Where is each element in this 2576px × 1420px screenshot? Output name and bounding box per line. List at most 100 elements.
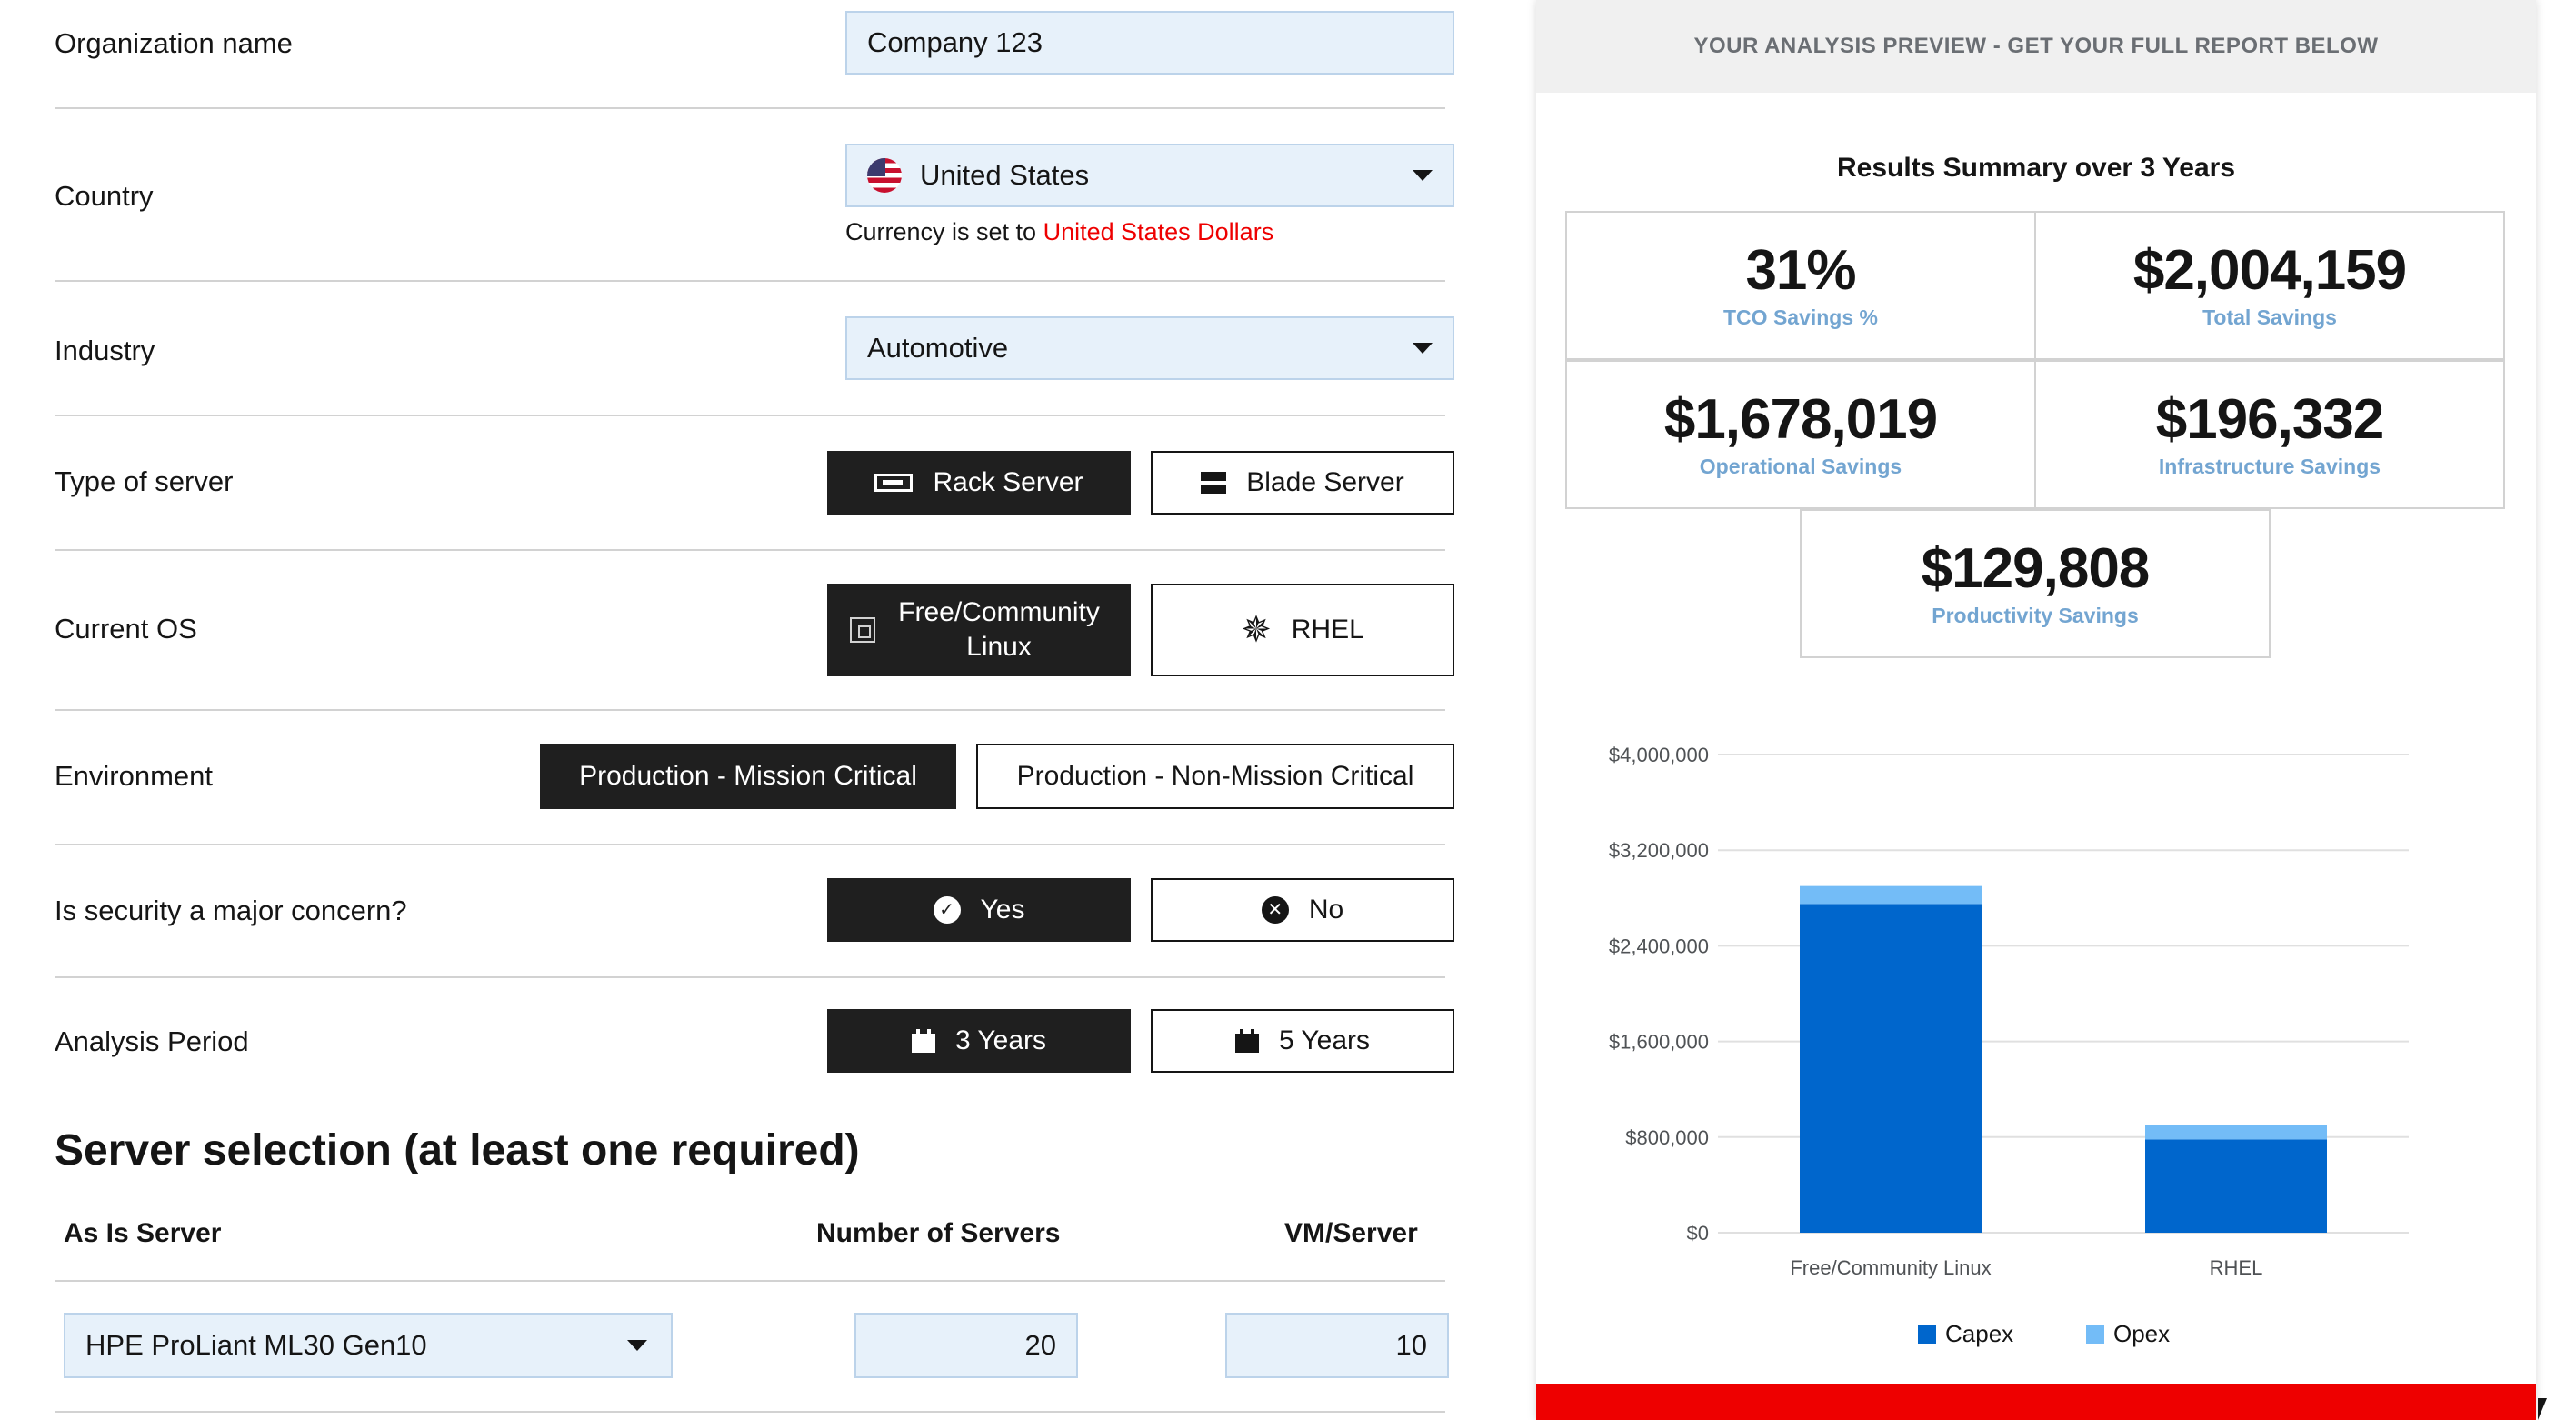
row-server-type: Type of server Rack Server Blade Server	[55, 416, 1454, 551]
number-of-servers-input[interactable]: 20	[854, 1313, 1078, 1378]
chevron-down-icon	[1413, 343, 1433, 354]
metric-label: Infrastructure Savings	[2158, 455, 2381, 478]
period-5-years-label: 5 Years	[1278, 1025, 1371, 1055]
industry-select[interactable]: Automotive	[845, 316, 1454, 380]
metric-operational-savings: $1,678,019 Operational Savings	[1565, 360, 2036, 509]
country-select[interactable]: United States	[845, 144, 1454, 207]
server-model-select[interactable]: HPE ProLiant ML30 Gen10	[64, 1313, 673, 1378]
metric-label: Productivity Savings	[1932, 604, 2139, 627]
currency-value: United States Dollars	[1043, 218, 1274, 245]
us-flag-icon	[867, 158, 902, 193]
blade-server-icon	[1201, 472, 1227, 494]
legend-swatch	[1918, 1325, 1936, 1344]
legend-label[interactable]: Opex	[2113, 1320, 2170, 1347]
metric-label: Operational Savings	[1699, 455, 1902, 478]
y-tick-label: $3,200,000	[1609, 839, 1709, 862]
analysis-preview-panel: YOUR ANALYSIS PREVIEW - GET YOUR FULL RE…	[1536, 0, 2536, 1420]
footer-red-bar	[1536, 1384, 2536, 1420]
organization-value: Company 123	[867, 26, 1043, 58]
y-tick-label: $2,400,000	[1609, 935, 1709, 957]
security-no-button[interactable]: ✕ No	[1151, 878, 1454, 942]
currency-prefix: Currency is set to	[845, 218, 1043, 245]
legend-label[interactable]: Capex	[1945, 1320, 2013, 1347]
bar-opex[interactable]	[1800, 885, 1982, 905]
col-as-is-server: As Is Server	[64, 1218, 222, 1248]
security-no-label: No	[1308, 895, 1344, 925]
calendar-icon	[1234, 1029, 1259, 1053]
current-os-label: Current OS	[55, 613, 197, 645]
analysis-period-label: Analysis Period	[55, 1025, 249, 1057]
panel-header: YOUR ANALYSIS PREVIEW - GET YOUR FULL RE…	[1536, 0, 2536, 93]
col-number-of-servers: Number of Servers	[816, 1218, 1061, 1248]
bar-capex[interactable]	[1800, 904, 1982, 1233]
row-industry: Industry Automotive	[55, 282, 1454, 416]
organization-label: Organization name	[55, 27, 293, 59]
currency-note: Currency is set to United States Dollars	[845, 218, 1273, 246]
metric-total-savings: $2,004,159 Total Savings	[2034, 211, 2505, 360]
row-analysis-period: Analysis Period 3 Years 5 Years	[55, 978, 1454, 1078]
row-environment: Environment Production - Mission Critica…	[55, 711, 1454, 845]
non-mission-critical-button[interactable]: Production - Non-Mission Critical	[976, 744, 1454, 809]
row-current-os: Current OS Free/Community Linux ✵ RHEL	[55, 551, 1454, 711]
metric-value: 31%	[1745, 239, 1856, 302]
results-summary-title: Results Summary over 3 Years	[1836, 153, 2236, 183]
security-yes-button[interactable]: ✓ Yes	[827, 878, 1131, 942]
non-mission-critical-label: Production - Non-Mission Critical	[1016, 761, 1414, 791]
row-country: Country United States Currency is set to…	[55, 109, 1454, 282]
calendar-icon	[911, 1029, 935, 1053]
metric-productivity-savings: $129,808 Productivity Savings	[1800, 509, 2271, 658]
rack-server-button[interactable]: Rack Server	[827, 451, 1131, 515]
rhel-button[interactable]: ✵ RHEL	[1151, 584, 1454, 676]
rack-server-label: Rack Server	[933, 467, 1083, 497]
chevron-down-icon	[627, 1340, 647, 1351]
free-linux-button[interactable]: Free/Community Linux	[827, 584, 1131, 676]
y-tick-label: $1,600,000	[1609, 1031, 1709, 1054]
security-label: Is security a major concern?	[55, 895, 407, 926]
server-type-label: Type of server	[55, 465, 234, 497]
country-value: United States	[920, 159, 1090, 191]
x-tick-label: Free/Community Linux	[1790, 1256, 1991, 1279]
x-tick-label: RHEL	[2210, 1256, 2263, 1279]
check-circle-icon: ✓	[933, 896, 961, 924]
col-vm-per-server: VM/Server	[1284, 1218, 1418, 1248]
metric-infrastructure-savings: $196,332 Infrastructure Savings	[2034, 360, 2505, 509]
metric-value: $196,332	[2155, 388, 2385, 451]
vm-per-server-input[interactable]: 10	[1225, 1313, 1449, 1378]
blade-server-button[interactable]: Blade Server	[1151, 451, 1454, 515]
metric-tco-savings: 31% TCO Savings %	[1565, 211, 2036, 360]
rack-server-icon	[874, 474, 914, 492]
close-circle-icon: ✕	[1261, 896, 1289, 924]
server-selection-title: Server selection (at least one required)	[55, 1126, 860, 1175]
redhat-gear-icon: ✵	[1241, 610, 1272, 650]
bar-opex[interactable]	[2145, 1125, 2327, 1140]
mission-critical-button[interactable]: Production - Mission Critical	[540, 744, 956, 809]
number-of-servers-value: 20	[1024, 1329, 1056, 1361]
chevron-down-icon	[1413, 170, 1433, 181]
organization-input[interactable]: Company 123	[845, 11, 1454, 75]
y-tick-label: $0	[1687, 1222, 1709, 1245]
legend-swatch	[2086, 1325, 2104, 1344]
mouse-cursor-icon	[2538, 1398, 2547, 1420]
metric-label: Total Savings	[2202, 305, 2337, 329]
period-5-years-button[interactable]: 5 Years	[1151, 1009, 1454, 1073]
metric-label: TCO Savings %	[1723, 305, 1878, 329]
period-3-years-label: 3 Years	[954, 1025, 1047, 1055]
y-tick-label: $800,000	[1625, 1126, 1709, 1149]
environment-label: Environment	[55, 760, 214, 792]
table-header-divider	[55, 1280, 1445, 1282]
tco-stacked-bar-chart: $0 $800,000 $1,600,000 $2,400,000 $3,200,000…	[1609, 744, 2409, 1347]
industry-value: Automotive	[867, 332, 1009, 364]
period-3-years-button[interactable]: 3 Years	[827, 1009, 1131, 1073]
industry-label: Industry	[55, 335, 155, 366]
metric-value: $1,678,019	[1663, 388, 1938, 451]
rhel-label: RHEL	[1291, 615, 1364, 645]
metric-value: $2,004,159	[2132, 239, 2407, 302]
metric-value: $129,808	[1921, 537, 2151, 600]
linux-chip-icon	[850, 617, 875, 643]
vm-per-server-value: 10	[1395, 1329, 1427, 1361]
tco-form: Organization name Company 123 Country Un…	[55, 0, 1454, 1420]
y-tick-label: $4,000,000	[1609, 744, 1709, 766]
mission-critical-label: Production - Mission Critical	[579, 761, 917, 791]
bar-capex[interactable]	[2145, 1139, 2327, 1233]
free-linux-label: Free/Community Linux	[898, 597, 1100, 662]
